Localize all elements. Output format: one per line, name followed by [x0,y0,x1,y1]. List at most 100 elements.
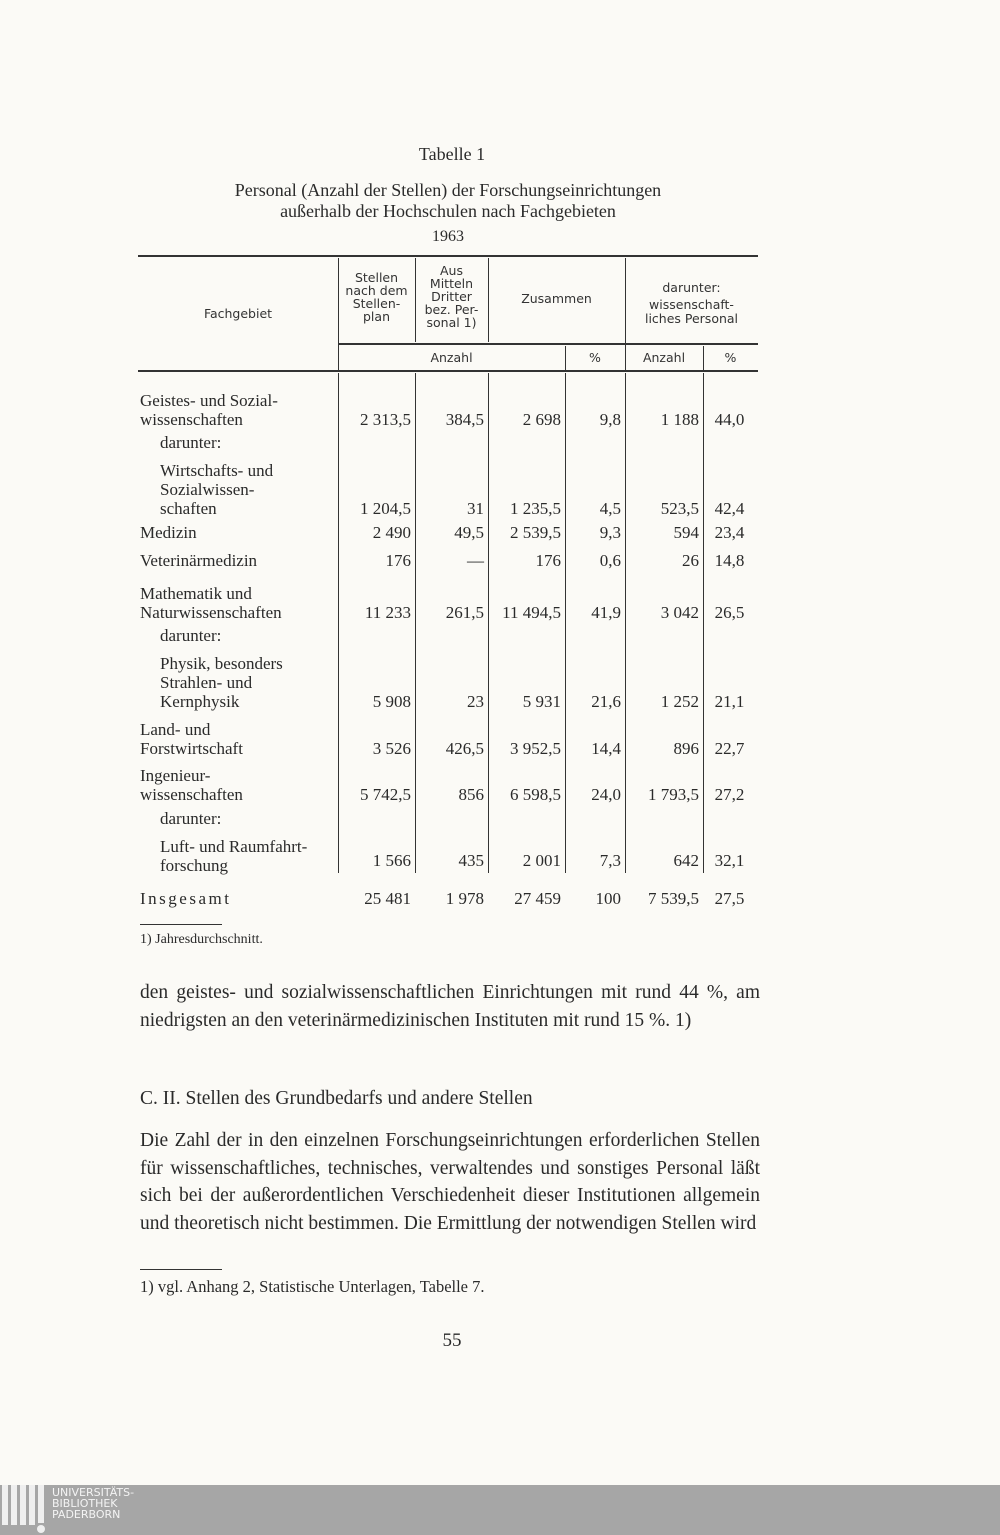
table-cell: 22,7 [714,739,745,758]
table-cell: 2 001 [522,851,561,870]
table-cell: 1 204,5 [360,499,411,518]
header-line: Aus [440,263,463,278]
header-line: Stellen [354,270,399,285]
header-line: bez. Per- [424,302,479,317]
table-top-rule [138,255,758,257]
table-row: Physik, besonders Strahlen- und Kernphysik… [138,654,760,711]
row-label: darunter: [160,433,360,452]
table-cell: 5 931 [522,692,561,711]
logo-line: PADERBORN [52,1508,121,1521]
logo-stripe [20,1485,26,1525]
logo-stripe [11,1485,17,1525]
col-divider [488,373,489,873]
table-title-line-1: Personal (Anzahl der Stellen) der Forsch… [234,180,662,200]
table-cell: 6 598,5 [510,785,561,804]
table-row: Insgesamt 25 481 1 978 27 459 100 7 539,5 27,5 [138,889,760,908]
table-cell: 523,5 [660,499,699,518]
table-cell: 0,6 [599,551,621,570]
row-label-line: wissenschaften [140,785,243,804]
table-cell: 1 566 [372,851,411,870]
logo-dot [37,1525,45,1533]
header-stellen: Stellen nach dem Stellen- plan [338,271,415,323]
row-label-line: Insgesamt [140,889,232,908]
page-footnote: 1) vgl. Anhang 2, Statistische Unterlage… [140,1277,485,1296]
header-line: Dritter [431,289,472,304]
row-label: Luft- und Raumfahrt-forschung [160,837,360,875]
table-cell: 44,0 [714,410,745,429]
row-label: darunter: [160,809,360,828]
table-cell: 31 [467,499,484,518]
table-row: Medizin 2 490 49,5 2 539,5 9,3 594 23,4 [138,523,760,542]
table-row: Geistes- und Sozial-wissenschaften 2 313,… [138,391,760,429]
row-label: Geistes- und Sozial-wissenschaften [140,391,340,429]
table-cell: 642 [673,851,700,870]
table-cell: 1 252 [660,692,699,711]
table-cell: 2 490 [372,523,411,542]
row-label-line: schaften [160,499,217,518]
table-row: Veterinärmedizin 176 — 176 0,6 26 14,8 [138,551,760,570]
table-title-line-2: außerhalb der Hochschulen nach Fachgebie… [280,201,616,221]
table-cell: 3 526 [372,739,411,758]
row-label: Veterinärmedizin [140,551,340,570]
table-cell: 3 952,5 [510,739,561,758]
table-cell: 896 [673,739,700,758]
table-cell: 261,5 [445,603,484,622]
table-row: Mathematik und Naturwissenschaften 11 233 2… [138,584,760,622]
row-label: Ingenieur-wissenschaften [140,766,340,804]
row-label: Mathematik und Naturwissenschaften [140,584,340,622]
row-label: Insgesamt [140,889,340,908]
table-cell: 1 793,5 [648,785,699,804]
table-cell: 41,9 [591,603,621,622]
col-divider [488,258,489,342]
table-cell: 24,0 [591,785,621,804]
header-anzahl-2: Anzahl [642,350,686,365]
table-cell: 2 539,5 [510,523,561,542]
table-row: Ingenieur-wissenschaften 5 742,5 856 6 598,… [138,766,760,804]
header-line: liches Personal [644,311,739,326]
table-cell: 14,4 [591,739,621,758]
row-label-line: Physik, besonders [160,654,283,673]
header-line: Stellen- [352,296,401,311]
table-cell: 21,6 [591,692,621,711]
table-row: Luft- und Raumfahrt-forschung 1 566 435 2 0… [138,837,760,875]
header-percent-2: % [724,350,737,365]
row-label-line: forschung [160,856,228,875]
table-cell: 1 978 [445,889,484,908]
table-cell: 42,4 [714,499,745,518]
col-divider [565,373,566,873]
library-footer-bar [0,1485,1000,1535]
table-cell: 11 233 [364,603,411,622]
row-label-line: wissenschaften [140,410,243,429]
footnote-rule [140,924,222,925]
table-cell: 2 698 [522,410,561,429]
header-darunter: darunter: wissenschaft- liches Personal [625,281,758,326]
row-label: Wirtschafts- und Sozialwissen-schaften [160,461,360,518]
header-line: Mitteln [429,276,474,291]
table-cell: 49,5 [454,523,484,542]
row-label-line: Medizin [140,523,197,542]
header-line: wissenschaft- [649,297,734,312]
table-cell: 426,5 [445,739,484,758]
table-cell: 7,3 [599,851,621,870]
table-row: Land- und Forstwirtschaft 3 526 426,5 3 952,… [138,720,760,758]
table-cell: 2 313,5 [360,410,411,429]
table-cell: 1 188 [660,410,699,429]
table-cell: 4,5 [599,499,621,518]
col-divider [415,258,416,342]
row-label-line: darunter: [160,809,222,828]
table-cell: 9,8 [599,410,621,429]
table-row: darunter: [138,626,760,645]
table-cell: 176 [535,551,562,570]
row-label-line: Ingenieur- [140,766,211,785]
row-label-line: Veterinärmedizin [140,551,258,570]
table-cell: 176 [385,551,412,570]
page-number: 55 [442,1330,462,1351]
table-row: Wirtschafts- und Sozialwissen-schaften 1 2… [138,461,760,518]
col-divider [565,346,566,370]
row-label-line: Luft- und Raumfahrt- [160,837,308,856]
table-cell: 27,2 [714,785,745,804]
header-zusammen: Zusammen [521,291,592,306]
row-label-line: darunter: [160,626,222,645]
logo-stripe [38,1485,44,1523]
table-cell: 11 494,5 [502,603,561,622]
